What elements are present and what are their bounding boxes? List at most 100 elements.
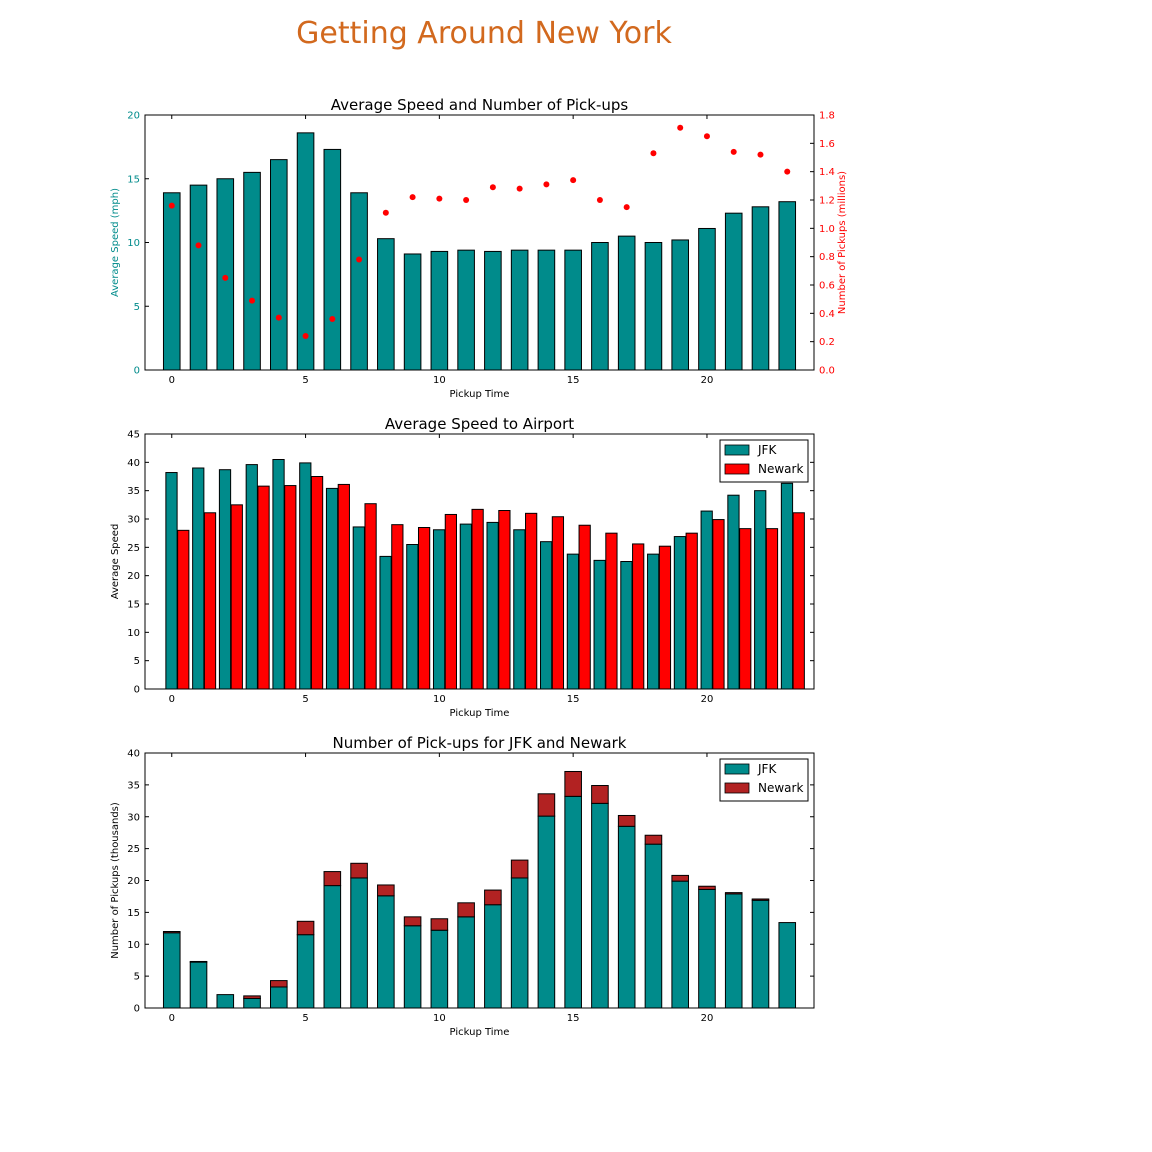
speed-bar: [243, 171, 261, 371]
legend-label: JFK: [757, 762, 777, 776]
jfk-pickup-bar: [350, 877, 368, 1009]
y-tick-label: 20: [127, 876, 140, 887]
y-tick-label: 35: [127, 780, 140, 791]
y-tick-label: 5: [134, 302, 140, 313]
jfk-speed-bar: [566, 553, 580, 690]
newark-pickup-bar: [537, 793, 556, 817]
y-tick-label: 10: [127, 940, 140, 951]
jfk-speed-bar: [325, 487, 339, 690]
y-tick-label: 15: [127, 174, 140, 185]
pickup-point: [757, 151, 764, 158]
newark-pickup-bar: [698, 885, 716, 890]
y-tick-label: 25: [127, 844, 140, 855]
plot-frame: [144, 752, 815, 1009]
chart-title: Number of Pick-ups for JFK and Newark: [333, 734, 627, 752]
x-tick-label: 0: [169, 694, 175, 705]
y-axis-label: Average Speed (mph): [110, 188, 121, 297]
jfk-speed-bar: [513, 529, 526, 690]
pickup-point: [356, 256, 363, 263]
newark-speed-bar: [632, 543, 645, 690]
y2-tick-label: 0.4: [819, 309, 835, 320]
jfk-pickup-bar: [216, 994, 235, 1009]
x-tick-label: 5: [302, 1013, 308, 1024]
x-axis-label: Pickup Time: [450, 708, 510, 719]
jfk-speed-bar: [165, 472, 178, 690]
pickup-point: [650, 150, 657, 157]
y-tick-label: 30: [127, 812, 140, 823]
speed-bar: [751, 206, 770, 371]
newark-speed-bar: [444, 513, 457, 690]
x-tick-label: 15: [567, 694, 580, 705]
speed-bar: [189, 184, 208, 371]
jfk-pickup-bar: [189, 961, 208, 1009]
newark-pickup-bar: [484, 889, 502, 906]
y-tick-label: 10: [127, 628, 140, 639]
legend-label: JFK: [757, 443, 777, 457]
newark-pickup-bar: [270, 980, 288, 988]
chart-title: Average Speed to Airport: [385, 415, 574, 433]
jfk-pickup-bar: [323, 885, 342, 1009]
jfk-speed-bar: [647, 553, 660, 690]
newark-speed-bar: [257, 485, 270, 690]
y2-tick-label: 0.6: [819, 281, 835, 292]
newark-speed-bar: [605, 532, 618, 690]
x-tick-label: 0: [169, 1013, 175, 1024]
newark-speed-bar: [310, 476, 324, 690]
newark-pickup-bar: [162, 931, 181, 934]
y-tick-label: 45: [127, 430, 140, 441]
x-tick-label: 0: [169, 375, 175, 386]
x-axis-label: Pickup Time: [450, 389, 510, 400]
jfk-pickup-bar: [564, 795, 582, 1009]
newark-speed-bar: [712, 519, 725, 690]
y-tick-label: 15: [127, 600, 140, 611]
legend-swatch: [724, 444, 750, 456]
x-tick-label: 15: [567, 375, 580, 386]
newark-speed-bar: [177, 529, 190, 690]
legend-swatch: [724, 463, 750, 475]
speed-bar: [644, 242, 663, 371]
pickup-point: [516, 185, 523, 192]
newark-speed-bar: [792, 512, 805, 690]
speed-bar: [430, 250, 449, 371]
newark-speed-bar: [525, 512, 538, 690]
pickup-point: [168, 202, 175, 209]
newark-pickup-bar: [243, 995, 261, 999]
newark-speed-bar: [578, 524, 591, 690]
y2-tick-label: 0.8: [819, 252, 835, 263]
newark-speed-bar: [417, 527, 431, 690]
y-tick-label: 15: [127, 908, 140, 919]
x-tick-label: 20: [701, 694, 714, 705]
chart-title: Average Speed and Number of Pick-ups: [331, 96, 629, 114]
pickup-point: [382, 209, 389, 216]
jfk-pickup-bar: [537, 815, 556, 1009]
jfk-pickup-bar: [671, 880, 689, 1009]
jfk-pickup-bar: [698, 888, 716, 1009]
x-tick-label: 10: [433, 375, 446, 386]
newark-pickup-bar: [403, 916, 422, 927]
speed-bar: [350, 192, 368, 371]
pickup-point: [409, 194, 416, 201]
y-tick-label: 25: [127, 543, 140, 554]
speed-bar: [403, 253, 422, 371]
y2-tick-label: 1.8: [819, 111, 835, 122]
speed-bar: [537, 249, 556, 371]
newark-speed-bar: [551, 516, 565, 690]
x-tick-label: 20: [701, 375, 714, 386]
jfk-speed-bar: [593, 559, 606, 690]
page-title: Getting Around New York: [296, 16, 672, 51]
x-tick-label: 5: [302, 694, 308, 705]
newark-speed-bar: [685, 532, 698, 690]
newark-speed-bar: [391, 524, 404, 690]
newark-pickup-bar: [564, 770, 582, 797]
newark-speed-bar: [471, 508, 484, 690]
jfk-pickup-bar: [457, 916, 475, 1009]
speed-bar: [216, 178, 235, 371]
y-tick-label: 0: [134, 685, 140, 696]
pickup-point: [730, 148, 737, 155]
pickup-point: [703, 133, 710, 140]
jfk-pickup-bar: [751, 899, 770, 1009]
pickup-point: [463, 197, 470, 203]
newark-pickup-bar: [350, 862, 368, 879]
newark-speed-bar: [739, 528, 752, 690]
y2-tick-label: 0.2: [819, 337, 835, 348]
